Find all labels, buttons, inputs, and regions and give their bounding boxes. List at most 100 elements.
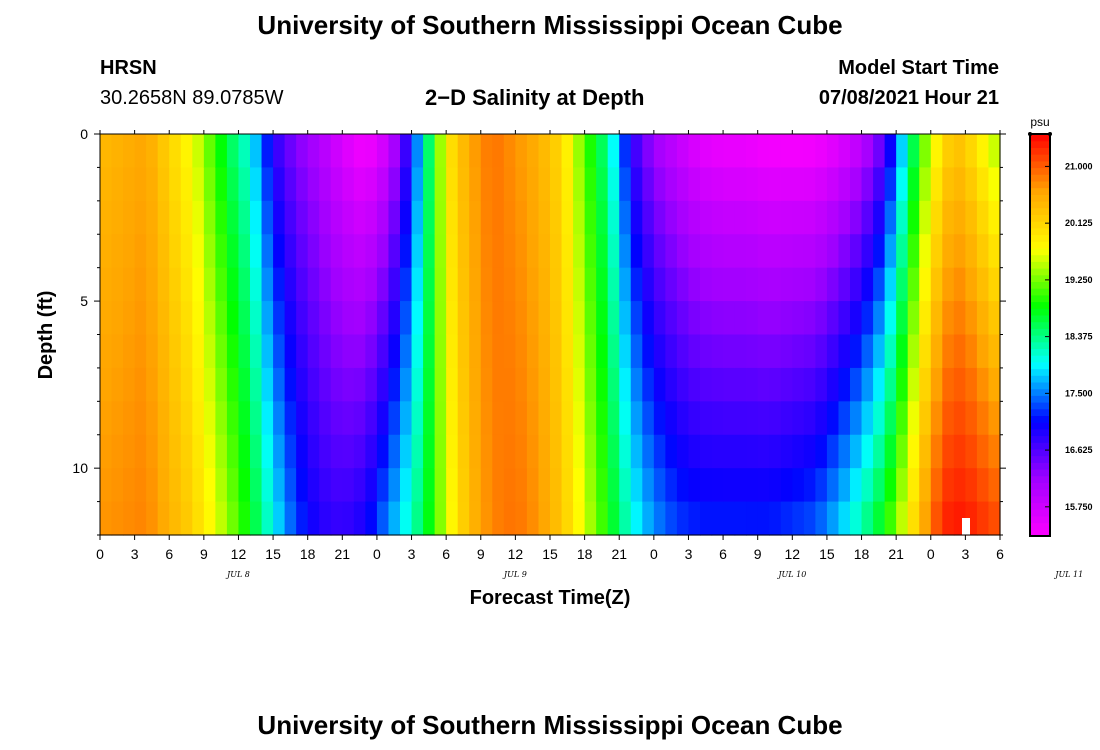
- heatmap-cell: [953, 334, 966, 369]
- heatmap-cell: [653, 334, 666, 369]
- heatmap-cell: [146, 234, 159, 269]
- x-date-label: JUL 9: [502, 570, 527, 579]
- heatmap-cell: [157, 167, 170, 202]
- x-tick-label: 12: [785, 546, 801, 562]
- heatmap-cell: [596, 301, 609, 336]
- heatmap-cell: [123, 134, 136, 169]
- heatmap-cell: [850, 434, 863, 469]
- heatmap-cell: [169, 234, 182, 269]
- heatmap-cell: [573, 367, 586, 402]
- heatmap-cell: [503, 434, 516, 469]
- heatmap-cell: [330, 267, 343, 302]
- heatmap-cell: [250, 167, 263, 202]
- heatmap-cell: [480, 401, 493, 436]
- heatmap-cell: [203, 134, 216, 169]
- heatmap-cell: [907, 301, 920, 336]
- heatmap-cell: [273, 267, 286, 302]
- heatmap-cell: [953, 367, 966, 402]
- heatmap-cell: [400, 468, 413, 503]
- heatmap-cell: [780, 301, 793, 336]
- colorbar-segment: [1030, 261, 1050, 269]
- heatmap-cell: [480, 134, 493, 169]
- heatmap-cell: [526, 167, 540, 202]
- heatmap-cell: [250, 334, 263, 369]
- heatmap-cell: [757, 134, 770, 169]
- heatmap-cell: [734, 434, 747, 469]
- heatmap-cell: [203, 434, 216, 469]
- heatmap-cell: [376, 401, 390, 436]
- heatmap-cells: [100, 134, 1001, 536]
- heatmap-cell: [446, 167, 459, 202]
- heatmap-cell: [261, 401, 274, 436]
- heatmap-cell: [503, 301, 516, 336]
- heatmap-cell: [388, 401, 401, 436]
- heatmap-cell: [676, 167, 690, 202]
- heatmap-cell: [688, 334, 701, 369]
- heatmap-cell: [919, 301, 932, 336]
- colorbar-segment: [1030, 415, 1050, 423]
- heatmap-cell: [342, 234, 355, 269]
- colorbar-segment: [1030, 529, 1050, 537]
- heatmap-cell: [838, 434, 851, 469]
- heatmap-cell: [596, 267, 609, 302]
- heatmap-cell: [861, 267, 874, 302]
- heatmap-cell: [780, 501, 793, 536]
- heatmap-cell: [376, 234, 390, 269]
- heatmap-cell: [134, 468, 147, 503]
- heatmap-cell: [469, 334, 482, 369]
- heatmap-cell: [180, 234, 193, 269]
- colorbar-segment: [1030, 281, 1050, 289]
- heatmap-cell: [400, 301, 413, 336]
- heatmap-cell: [538, 134, 551, 169]
- heatmap-cell: [700, 267, 713, 302]
- heatmap-cell: [538, 334, 551, 369]
- x-tick-label: 21: [611, 546, 627, 562]
- heatmap-cell: [561, 334, 574, 369]
- heatmap-cell: [526, 134, 540, 169]
- heatmap-cell: [838, 200, 851, 235]
- heatmap-cell: [988, 468, 1001, 503]
- heatmap-cell: [250, 501, 263, 536]
- heatmap-cell: [723, 134, 736, 169]
- heatmap-cell: [734, 234, 747, 269]
- heatmap-cell: [423, 234, 436, 269]
- heatmap-cell: [850, 234, 863, 269]
- colorbar-segment: [1030, 448, 1050, 457]
- heatmap-cell: [480, 167, 493, 202]
- heatmap-cell: [803, 200, 816, 235]
- heatmap-cell: [503, 367, 516, 402]
- colorbar-unit: psu: [1030, 115, 1049, 129]
- heatmap-cell: [826, 367, 840, 402]
- heatmap-cell: [619, 134, 632, 169]
- heatmap-cell: [792, 267, 805, 302]
- heatmap-cell: [607, 200, 620, 235]
- heatmap-cell: [896, 401, 909, 436]
- colorbar-segment: [1030, 435, 1050, 443]
- heatmap-cell: [446, 334, 459, 369]
- heatmap-cell: [250, 200, 263, 235]
- heatmap-cell: [630, 167, 643, 202]
- heatmap-cell: [769, 134, 782, 169]
- heatmap-cell: [273, 501, 286, 536]
- heatmap-cell: [480, 434, 493, 469]
- heatmap-cell: [896, 134, 909, 169]
- colorbar-segment: [1030, 314, 1050, 323]
- heatmap-cell: [526, 301, 540, 336]
- heatmap-cell: [423, 367, 436, 402]
- heatmap-cell: [273, 468, 286, 503]
- heatmap-cell: [226, 301, 240, 336]
- heatmap-cell: [780, 334, 793, 369]
- heatmap-cell: [134, 167, 147, 202]
- heatmap-cell: [723, 167, 736, 202]
- model-start-value: 07/08/2021 Hour 21: [818, 87, 999, 109]
- heatmap-cell: [515, 301, 528, 336]
- heatmap-cell: [861, 167, 874, 202]
- heatmap-cell: [688, 501, 701, 536]
- heatmap-cell: [942, 200, 955, 235]
- heatmap-cell: [838, 134, 851, 169]
- heatmap-cell: [757, 367, 770, 402]
- heatmap-cell: [803, 468, 816, 503]
- heatmap-cell: [123, 434, 136, 469]
- heatmap-cell: [273, 167, 286, 202]
- colorbar-corner-dot: [1048, 132, 1052, 136]
